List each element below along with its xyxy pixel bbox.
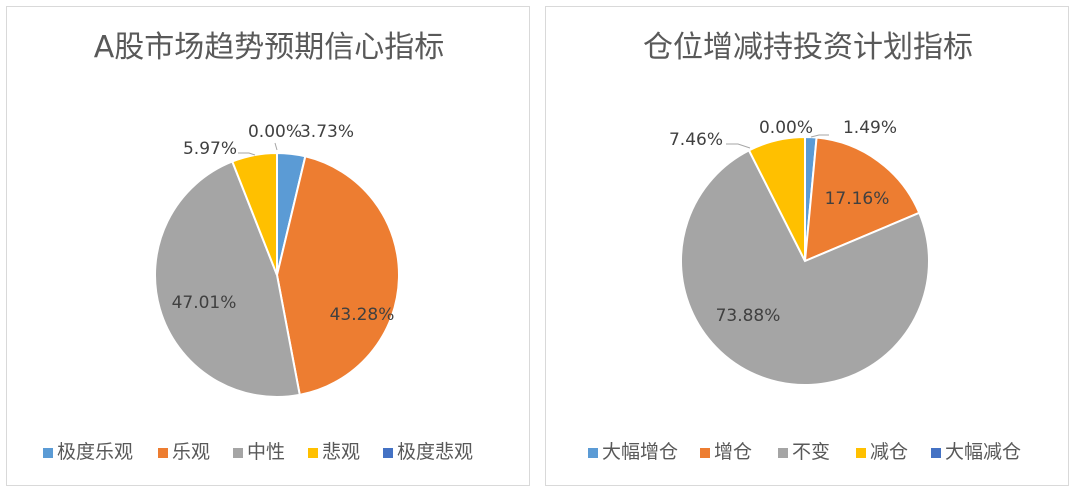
data-label: 3.73%	[300, 122, 354, 142]
data-label: 0.00%	[248, 122, 302, 142]
leader-line	[726, 143, 751, 149]
leader-line	[274, 142, 278, 151]
legend-label: 大幅增仓	[602, 441, 678, 463]
legend-swatch	[233, 448, 243, 458]
data-label: 17.16%	[825, 189, 890, 209]
legend-label: 增仓	[714, 441, 752, 463]
data-label: 73.88%	[716, 306, 781, 326]
chart-title: 仓位增减持投资计划指标	[643, 30, 973, 65]
legend-label: 减仓	[870, 441, 908, 463]
legend-swatch	[588, 448, 598, 458]
legend-label: 中性	[247, 441, 285, 463]
legend-label: 悲观	[322, 441, 360, 463]
pie-chart-market-trend: A股市场趋势预期信心指标 3.73% 43.28% 47.01% 5.97% 0.00%…	[43, 30, 473, 463]
pie-slice-2	[803, 136, 921, 263]
legend-swatch	[383, 448, 393, 458]
chart-panel-position-plan: 仓位增减持投资计划指标 1.49% 17.16% 73.88% 7.46% 0.00% …	[545, 6, 1069, 486]
data-label: 0.00%	[759, 118, 813, 138]
pie-chart-position-plan: 仓位增减持投资计划指标 1.49%17.16%73.88%7.46%0.00% …	[588, 30, 1021, 463]
legend-label: 大幅减仓	[945, 441, 1021, 463]
legend-swatch	[931, 448, 941, 458]
data-label: 7.46%	[669, 130, 723, 150]
pie-slice-3	[154, 160, 301, 398]
leader-line	[810, 134, 829, 138]
data-label: 43.28%	[330, 305, 395, 325]
legend-label: 乐观	[172, 441, 210, 463]
legend-swatch	[158, 448, 168, 458]
leader-line	[238, 152, 256, 156]
pie-slice-3	[680, 149, 930, 386]
data-label: 1.49%	[843, 118, 897, 138]
chart-panel-market-trend: A股市场趋势预期信心指标 3.73% 43.28% 47.01% 5.97% 0.00%…	[6, 6, 530, 486]
pie-slice-4	[747, 135, 806, 262]
legend-label: 极度乐观	[57, 441, 133, 463]
chart-title: A股市场趋势预期信心指标	[94, 30, 445, 65]
legend-swatch	[856, 448, 866, 458]
legend-swatch	[778, 448, 788, 458]
legend-swatch	[43, 448, 53, 458]
pie-slice-2	[275, 155, 400, 397]
legend-swatch	[700, 448, 710, 458]
legend-swatch	[308, 448, 318, 458]
legend-label: 极度悲观	[397, 441, 473, 463]
legend-label: 不变	[792, 441, 830, 463]
data-label: 47.01%	[172, 293, 237, 313]
data-label: 5.97%	[183, 139, 237, 159]
